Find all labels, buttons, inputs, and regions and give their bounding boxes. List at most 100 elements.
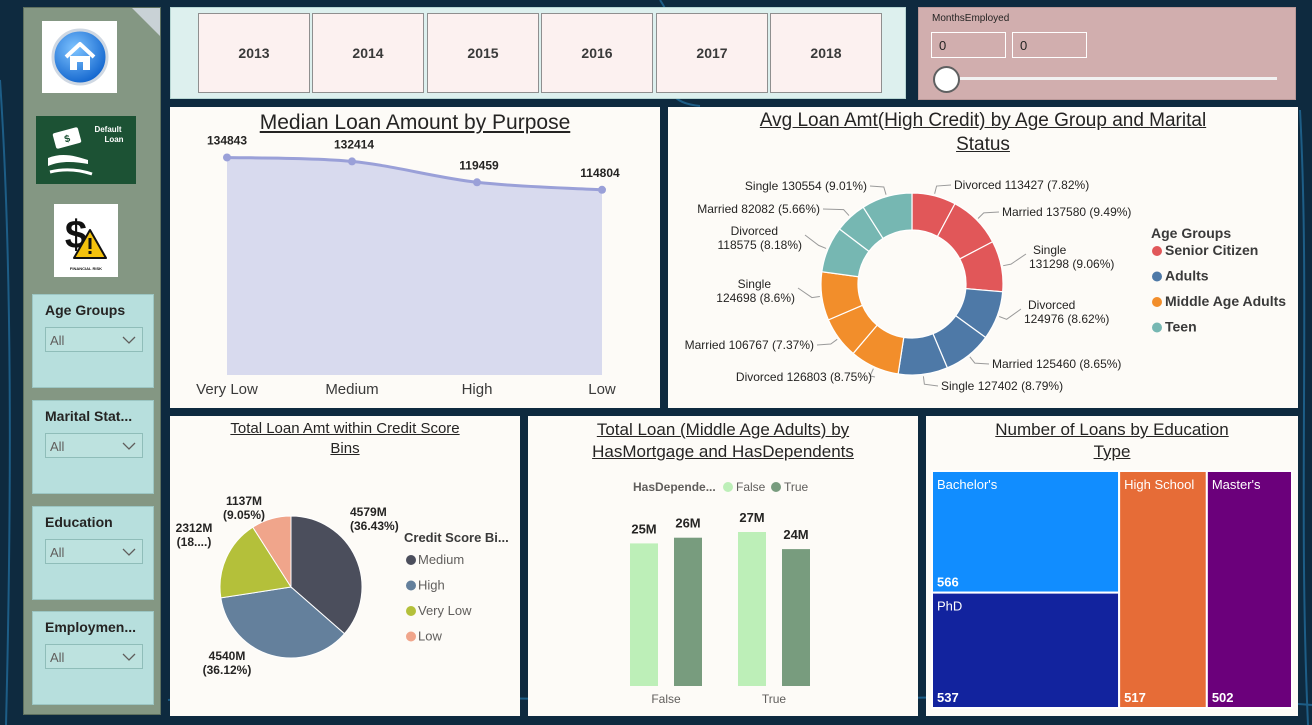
middle-age-data-label: 26M [675, 516, 700, 531]
avg-loan-data-label: Married 137580 (9.49%) [1002, 205, 1131, 219]
median-loan-x-tick: High [462, 381, 493, 398]
credit-bins-chart: 4579M(36.43%) 4540M(36.12%) 2312M(18....) 1… [176, 494, 509, 677]
marital-status-dropdown[interactable]: All [45, 433, 143, 458]
credit-bins-legend-item: Medium [418, 552, 464, 567]
median-loan-x-tick: Very Low [196, 381, 258, 398]
credit-bins-legend-item: High [418, 578, 445, 593]
avg-loan-leader-line [998, 308, 1022, 320]
avg-loan-data-label: Married 106767 (7.37%) [685, 338, 814, 352]
employment-dropdown[interactable]: All [45, 644, 143, 669]
education-treemap-label: Master's [1212, 477, 1261, 492]
median-loan-data-label: 119459 [459, 158, 499, 172]
avg-loan-slice [862, 192, 913, 240]
months-employed-title: MonthsEmployed [932, 13, 1010, 24]
home-button[interactable] [42, 21, 117, 93]
median-loan-point [348, 157, 356, 166]
default-loan-button[interactable]: $ Default Loan [36, 116, 136, 184]
middle-age-data-label: 27M [739, 510, 764, 525]
avg-loan-data-label: 124698 (8.6%) [716, 291, 795, 305]
avg-loan-leader-line [934, 184, 952, 194]
slicer-title-marital-status: Marital Stat... [45, 408, 133, 424]
credit-bins-legend-marker [406, 631, 416, 642]
credit-bins-data-label: (36.43%) [350, 519, 399, 533]
avg-loan-legend-item: Teen [1165, 319, 1197, 335]
credit-bins-title: Total Loan Amt within Credit Score [230, 420, 460, 437]
months-employed-max-input[interactable]: 0 [1012, 32, 1087, 58]
middle-age-title: Total Loan (Middle Age Adults) by [596, 420, 850, 439]
year-button-2014[interactable]: 2014 [312, 13, 424, 93]
chevron-down-icon [122, 442, 136, 450]
middle-age-bar [782, 549, 810, 686]
avg-loan-legend-title: Age Groups [1151, 225, 1231, 241]
median-loan-title: Median Loan Amount by Purpose [259, 111, 571, 134]
months-employed-min-input[interactable]: 0 [931, 32, 1006, 58]
year-button-2013[interactable]: 2013 [198, 13, 310, 93]
year-button-2017[interactable]: 2017 [656, 13, 768, 93]
education-chart: Bachelor's 566 PhD 537 High School 517 Master'… [931, 470, 1293, 710]
financial-risk-button[interactable]: $ FINANCIAL RISK [54, 204, 118, 277]
credit-bins-legend-marker [406, 555, 416, 565]
credit-bins-data-label: 1137M [226, 494, 262, 508]
avg-loan-legend-marker [1152, 297, 1162, 307]
credit-bins-legend-title: Credit Score Bi... [404, 530, 509, 545]
education-title: Number of Loans by Education [995, 420, 1229, 439]
avg-loan-data-label: 124976 (8.62%) [1024, 312, 1109, 326]
credit-bins-data-label: (18....) [177, 535, 212, 549]
middle-age-legend-title: HasDepende... [633, 480, 716, 494]
median-loan-point [223, 153, 231, 162]
months-employed-slider-handle[interactable] [933, 66, 960, 93]
avg-loan-legend-marker [1152, 322, 1162, 333]
middle-age-bar [630, 543, 658, 686]
default-loan-icon: $ Default Loan [48, 125, 124, 176]
year-button-2016[interactable]: 2016 [541, 13, 653, 93]
credit-bins-slice [252, 515, 292, 589]
credit-bins-data-label: (9.05%) [223, 508, 265, 522]
education-treemap-value: 566 [937, 575, 959, 590]
financial-risk-caption: FINANCIAL RISK [70, 266, 102, 271]
year-button-2015[interactable]: 2015 [427, 13, 539, 93]
chevron-down-icon [122, 653, 136, 661]
credit-bins-data-label: 4579M [350, 505, 387, 519]
avg-loan-leader-line [822, 208, 850, 216]
slicer-title-age-groups: Age Groups [45, 302, 126, 318]
middle-age-bar [738, 532, 766, 686]
year-button-2018[interactable]: 2018 [770, 13, 882, 93]
avg-loan-data-label: Divorced [731, 224, 778, 238]
avg-loan-legend-marker [1152, 246, 1162, 256]
education-value: All [50, 545, 65, 560]
credit-bins-panel: Total Loan Amt within Credit Score Bins … [170, 416, 520, 716]
education-slicer: Education All [32, 506, 154, 600]
avg-loan-data-label: Divorced [1028, 298, 1075, 312]
credit-bins-slice [219, 526, 292, 599]
education-treemap-tile [931, 591, 1121, 710]
education-treemap-label: High School [1124, 477, 1194, 492]
education-dropdown[interactable]: All [45, 539, 143, 564]
middle-age-legend-item: False [736, 480, 766, 494]
avg-loan-data-label: Married 125460 (8.65%) [992, 357, 1121, 371]
avg-loan-legend-marker [1152, 271, 1162, 282]
avg-loan-data-label: Single [738, 277, 772, 291]
avg-loan-data-label: Divorced 113427 (7.82%) [954, 178, 1089, 192]
months-employed-slicer: MonthsEmployed 0 0 [918, 7, 1296, 100]
avg-loan-data-label: Divorced 126803 (8.75%) [736, 370, 872, 384]
sidebar: $ Default Loan $ FINANCIAL RISK Age Grou… [23, 7, 161, 715]
avg-loan-leader-line [804, 234, 827, 249]
median-loan-point [473, 178, 481, 187]
median-loan-data-label: 114804 [580, 166, 620, 180]
default-loan-caption-2: Loan [104, 135, 123, 144]
education-treemap-value: 537 [937, 690, 959, 705]
months-employed-slider-track[interactable] [943, 77, 1277, 80]
age-groups-value: All [50, 333, 65, 348]
credit-bins-slice [290, 515, 363, 635]
avg-loan-title: Avg Loan Amt(High Credit) by Age Group a… [759, 110, 1207, 131]
education-treemap-label: PhD [937, 599, 962, 614]
education-treemap-value: 502 [1212, 690, 1234, 705]
year-slicer: 2013 2014 2015 2016 2017 2018 [170, 7, 906, 99]
credit-bins-legend-marker [406, 606, 416, 616]
age-groups-dropdown[interactable]: All [45, 327, 143, 352]
middle-age-chart: HasDepende... False True 25M 26M False 27M 24M T… [630, 480, 810, 706]
corner-fold [132, 8, 160, 36]
credit-bins-slice [220, 586, 346, 659]
middle-age-x-tick: False [651, 692, 681, 706]
avg-loan-chart: Divorced 113427 (7.82%) Married 137580 (9… [685, 178, 1287, 393]
